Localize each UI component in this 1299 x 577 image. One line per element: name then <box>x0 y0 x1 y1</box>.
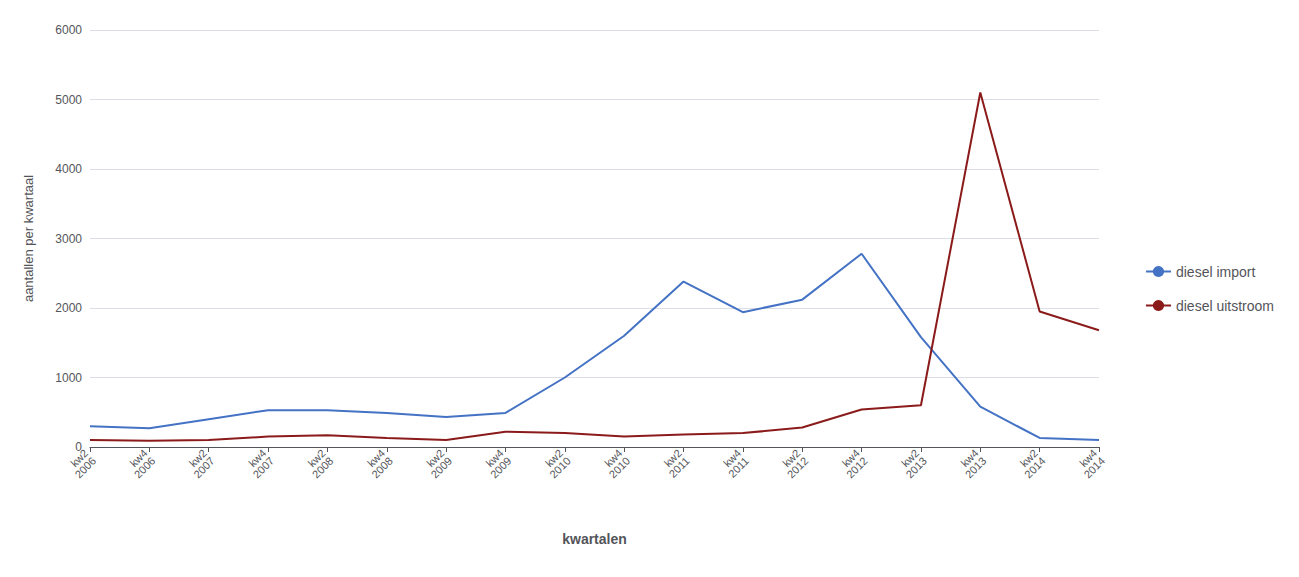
svg-text:kw4: kw4 <box>1077 446 1100 470</box>
svg-text:2014: 2014 <box>1022 455 1048 481</box>
svg-text:kw4: kw4 <box>364 446 388 470</box>
svg-text:kw2: kw2 <box>542 446 566 470</box>
svg-text:5000: 5000 <box>55 93 82 107</box>
svg-text:1000: 1000 <box>55 371 82 385</box>
svg-text:kw4: kw4 <box>483 446 506 470</box>
svg-text:2006: 2006 <box>72 455 98 481</box>
svg-text:kw2: kw2 <box>899 446 922 470</box>
svg-text:2006: 2006 <box>132 455 158 481</box>
svg-text:2008: 2008 <box>310 455 336 481</box>
svg-text:kw2: kw2 <box>305 446 328 470</box>
svg-text:aantallen per kwartaal: aantallen per kwartaal <box>21 175 36 302</box>
svg-text:2012: 2012 <box>785 455 811 481</box>
svg-text:2007: 2007 <box>191 455 217 481</box>
svg-text:2008: 2008 <box>369 455 395 481</box>
svg-text:kw4: kw4 <box>246 446 269 470</box>
svg-text:2009: 2009 <box>428 455 454 481</box>
svg-text:diesel import: diesel import <box>1176 264 1255 280</box>
svg-text:6000: 6000 <box>55 23 82 37</box>
svg-text:diesel uitstroom: diesel uitstroom <box>1176 298 1274 314</box>
svg-text:kw2: kw2 <box>68 446 91 470</box>
svg-text:kw2: kw2 <box>1017 446 1040 470</box>
svg-text:kwartalen: kwartalen <box>562 531 627 547</box>
svg-text:kw4: kw4 <box>602 446 625 470</box>
svg-text:2012: 2012 <box>844 455 870 481</box>
svg-text:2010: 2010 <box>547 455 573 481</box>
svg-text:2009: 2009 <box>488 455 514 481</box>
svg-text:kw2: kw2 <box>661 446 684 470</box>
svg-text:3000: 3000 <box>55 232 82 246</box>
svg-text:2011: 2011 <box>726 455 751 480</box>
svg-text:kw4: kw4 <box>127 446 150 470</box>
svg-text:kw2: kw2 <box>186 446 210 470</box>
svg-text:kw4: kw4 <box>720 446 744 470</box>
svg-text:2010: 2010 <box>607 455 633 481</box>
svg-text:2014: 2014 <box>1081 455 1107 481</box>
svg-text:2007: 2007 <box>250 455 276 481</box>
svg-text:kw4: kw4 <box>839 446 862 470</box>
svg-text:2013: 2013 <box>963 455 989 481</box>
svg-text:4000: 4000 <box>55 162 82 176</box>
svg-text:2011: 2011 <box>666 455 691 480</box>
svg-text:2013: 2013 <box>903 455 929 481</box>
svg-text:kw2: kw2 <box>780 446 803 470</box>
svg-text:kw2: kw2 <box>424 446 447 470</box>
svg-text:kw4: kw4 <box>958 446 981 470</box>
svg-text:2000: 2000 <box>55 301 82 315</box>
